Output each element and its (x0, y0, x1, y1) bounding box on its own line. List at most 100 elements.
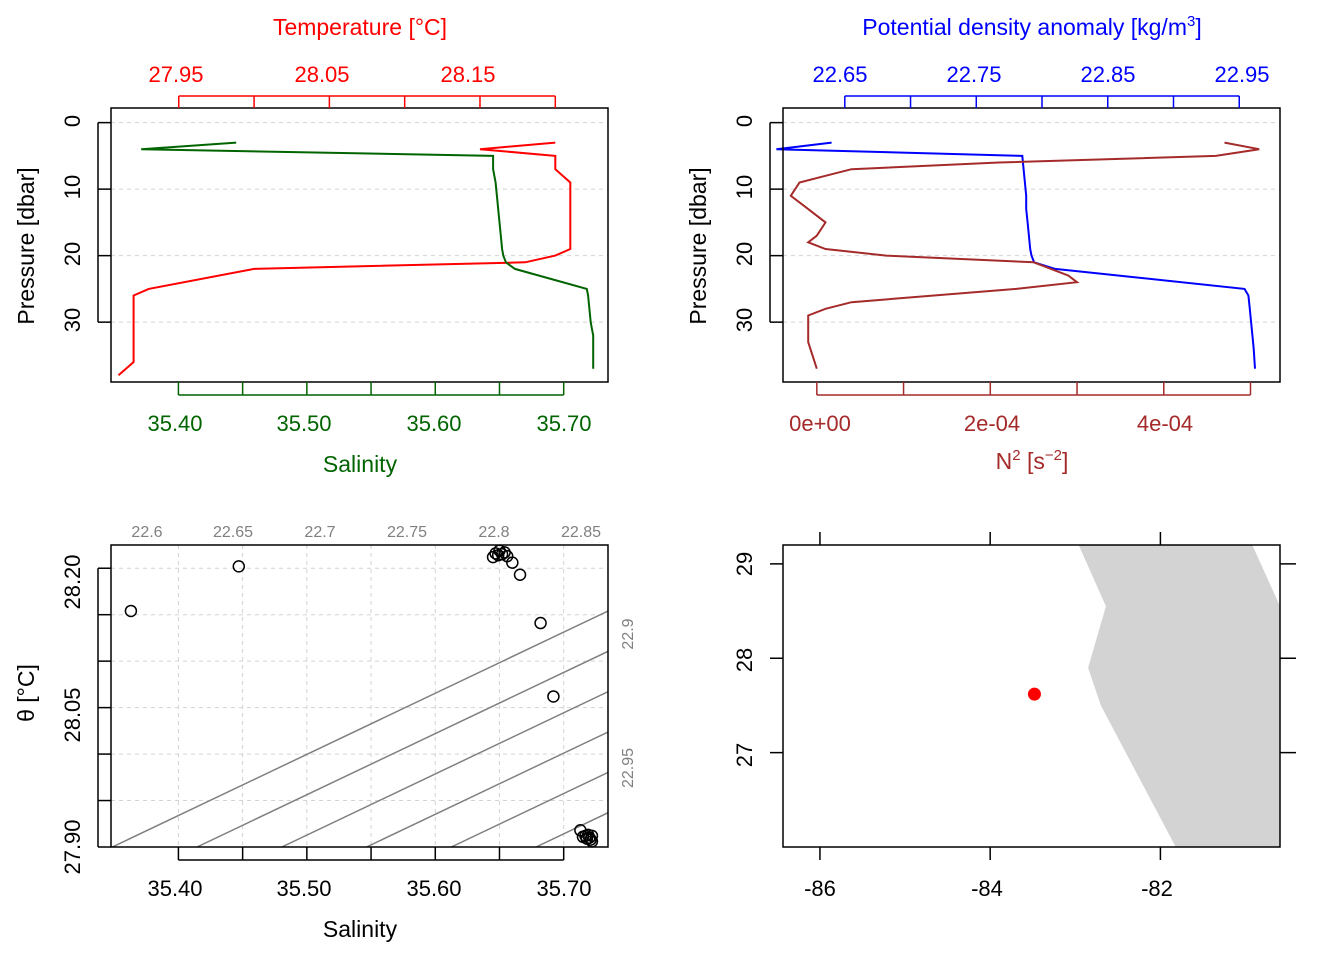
ts-point (585, 829, 599, 843)
ts-point (583, 831, 596, 844)
salinity-ticklabel: 35.70 (536, 876, 591, 901)
profile-line (117, 141, 572, 377)
salinity-axis-label: Salinity (323, 916, 398, 942)
pressure-ticklabel: 0 (60, 115, 85, 127)
n2-ticklabel: 4e-04 (1137, 411, 1193, 436)
salinity-ticklabel: 35.50 (276, 411, 331, 436)
isopycnal-lines (111, 610, 608, 847)
p2-plot-frame (782, 107, 1281, 383)
pressure-ticklabel: 10 (60, 175, 85, 199)
longitude-ticklabel: -82 (1141, 876, 1173, 901)
p3-salinity-axis (177, 847, 565, 861)
p2-pressure-ticklabels: 0 10 20 30 (732, 115, 757, 332)
salinity-ticklabel: 35.40 (147, 876, 202, 901)
p2-series (776, 141, 1260, 370)
salinity-ticklabel: 35.60 (406, 411, 461, 436)
p3-gridlines (111, 545, 608, 848)
land-polygon (1078, 545, 1280, 847)
isopycnal-label: 22.65 (213, 524, 253, 541)
isopycnal-label: 22.8 (478, 524, 509, 541)
latitude-ticklabel: 28 (732, 648, 757, 672)
density-ticklabel: 22.95 (1214, 62, 1269, 87)
p1-temperature-ticklabels: 27.95 28.05 28.15 (148, 62, 495, 87)
isopycnal-line (451, 771, 608, 847)
latitude-ticklabel: 27 (732, 743, 757, 767)
isopycnal-label: 22.7 (304, 524, 335, 541)
salinity-ticklabel: 35.70 (536, 411, 591, 436)
isopycnal-label: 22.95 (620, 748, 637, 788)
theta-ticklabel: 28.20 (60, 554, 85, 609)
isopycnal-label: 22.75 (387, 524, 427, 541)
profile-line (789, 141, 1260, 370)
temperature-axis-label: Temperature [°C] (273, 14, 447, 40)
theta-ticklabel: 28.05 (60, 687, 85, 742)
n2-ticklabel: 2e-04 (964, 411, 1020, 436)
p3-theta-ticklabels: 27.90 28.05 28.20 (60, 554, 85, 874)
ts-point (232, 560, 246, 573)
theta-axis-label: θ [°C] (13, 664, 39, 722)
p1-series (117, 141, 595, 377)
p2-density-ticklabels: 22.65 22.75 22.85 22.95 (812, 62, 1269, 87)
pressure-axis-label: Pressure [dbar] (13, 167, 39, 324)
p2-pressure-axis (769, 121, 783, 323)
isopycnal-labels: 22.6 22.65 22.7 22.75 22.8 22.85 22.9 22… (131, 524, 637, 788)
pressure-ticklabel: 10 (732, 175, 757, 199)
p2-n2-axis (816, 382, 1252, 396)
isopycnal-label: 22.6 (131, 524, 162, 541)
density-axis-label: Potential density anomaly [kg/m3] (862, 13, 1201, 40)
n2-ticklabel: 0e+00 (789, 411, 851, 436)
p1-pressure-ticklabels: 0 10 20 30 (60, 115, 85, 332)
pressure-ticklabel: 30 (732, 308, 757, 332)
ts-point (489, 547, 502, 560)
p1-gridlines (111, 122, 608, 323)
isopycnal-label: 22.9 (620, 618, 637, 649)
p1-temperature-axis (178, 95, 557, 108)
p4-plot-frame (782, 544, 1281, 848)
density-ticklabel: 22.65 (812, 62, 867, 87)
isopycnal-line (111, 610, 608, 847)
p1-pressure-axis (97, 121, 111, 323)
salinity-ticklabel: 35.40 (147, 411, 202, 436)
salinity-axis-label: Salinity (323, 451, 398, 477)
p2-n2-ticklabels: 0e+00 2e-04 4e-04 (789, 411, 1193, 436)
ts-point (506, 556, 519, 569)
ts-points (124, 544, 599, 848)
isopycnal-label: 22.85 (561, 524, 601, 541)
isopycnal-line (196, 650, 608, 847)
ts-point (547, 690, 560, 703)
pressure-ticklabel: 0 (732, 115, 757, 127)
land-area (1078, 545, 1280, 847)
ts-point (498, 546, 511, 559)
ts-point (495, 548, 509, 561)
panel-ts-diagram: 22.6 22.65 22.7 22.75 22.8 22.85 22.9 22… (13, 524, 637, 942)
pressure-ticklabel: 30 (60, 308, 85, 332)
isopycnal-line (281, 690, 608, 847)
isopycnal-line (535, 811, 608, 847)
ts-point (486, 550, 500, 564)
theta-ticklabel: 27.90 (60, 819, 85, 874)
temperature-ticklabel: 28.05 (294, 62, 349, 87)
p1-salinity-axis (177, 382, 565, 396)
station-point (1027, 687, 1041, 701)
p4-longitude-ticklabels: -86 -84 -82 (804, 876, 1173, 901)
temperature-ticklabel: 28.15 (440, 62, 495, 87)
longitude-ticklabel: -86 (804, 876, 836, 901)
density-ticklabel: 22.85 (1080, 62, 1135, 87)
pressure-ticklabel: 20 (732, 242, 757, 266)
panel-location-map: -86 -84 -82 27 28 29 (732, 532, 1296, 901)
latitude-ticklabel: 29 (732, 552, 757, 576)
ts-point (513, 568, 527, 581)
pressure-ticklabel: 20 (60, 242, 85, 266)
salinity-ticklabel: 35.60 (406, 876, 461, 901)
density-ticklabel: 22.75 (946, 62, 1001, 87)
isopycnal-line (366, 731, 608, 847)
longitude-ticklabel: -84 (971, 876, 1003, 901)
profile-line (776, 141, 1256, 369)
salinity-ticklabel: 35.50 (276, 876, 331, 901)
ts-point (124, 604, 138, 618)
p1-plot-frame (110, 107, 609, 383)
station-marker (1027, 687, 1041, 701)
p3-salinity-ticklabels: 35.40 35.50 35.60 35.70 (147, 876, 591, 901)
pressure-axis-label: Pressure [dbar] (685, 167, 711, 324)
